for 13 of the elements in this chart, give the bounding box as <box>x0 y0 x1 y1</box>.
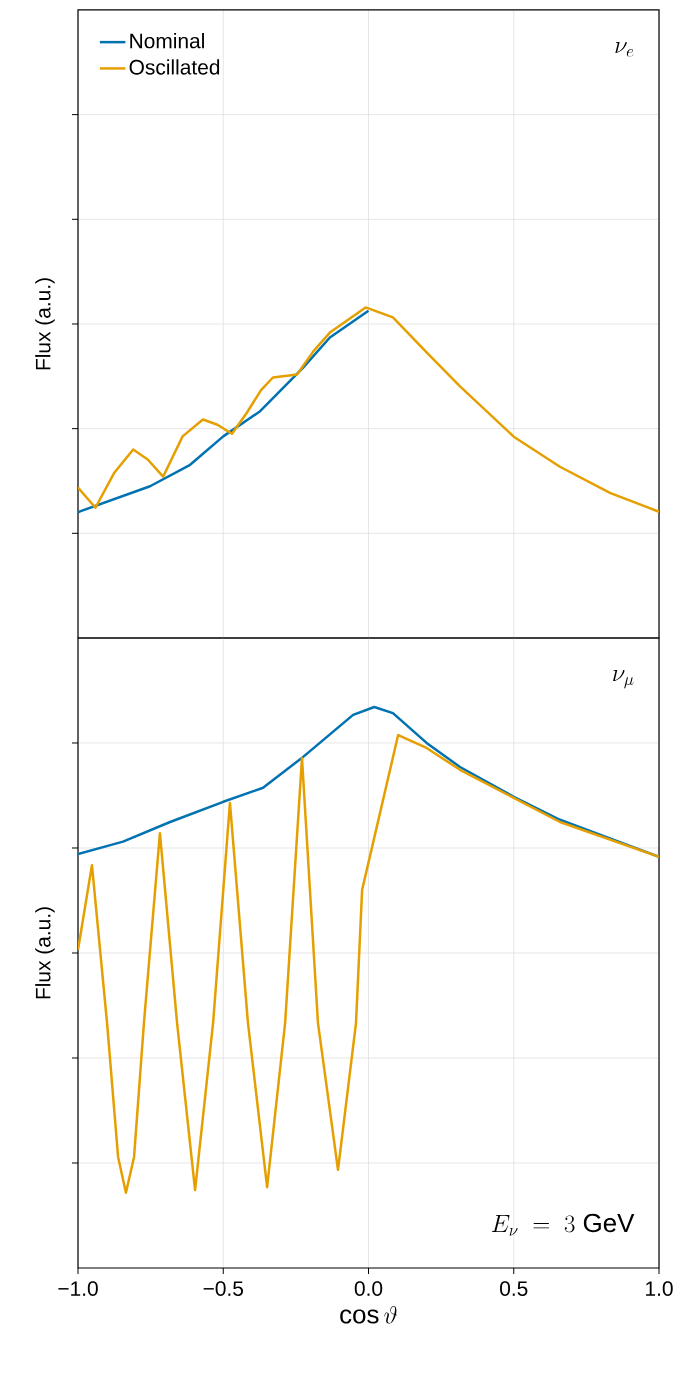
text: $\nu_{e}$ <box>615 42 634 57</box>
x-tick-label: 0.0 <box>354 1281 383 1296</box>
x-tick-label: −1.0 <box>58 1281 98 1296</box>
x-tick-label: 0.5 <box>500 1281 528 1296</box>
legend-label: Nominal <box>130 32 204 49</box>
text: $\nu_{\mu}$ <box>613 670 634 689</box>
annotation: $E_{\nu}\;=\;3\ \mathrm{GeV}$ <box>491 1213 635 1236</box>
legend-label: Oscillated <box>129 59 220 75</box>
y-axis-title: Flux (a.u.) <box>35 278 55 370</box>
x-tick-label: −0.5 <box>203 1281 244 1296</box>
x-axis-title: $\cos\vartheta$ <box>340 1305 398 1324</box>
y-axis-title: Flux (a.u.) <box>35 907 55 999</box>
x-tick-label: 1.0 <box>646 1281 673 1296</box>
